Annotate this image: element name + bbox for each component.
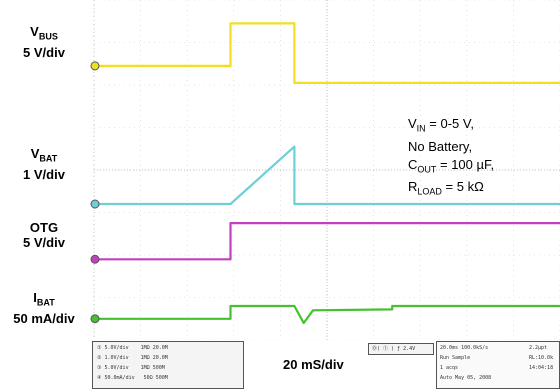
condition-rload: RLOAD = 5 kΩ	[408, 179, 484, 197]
vbus-name: VBUS	[30, 24, 58, 42]
condition-battery: No Battery,	[408, 138, 473, 154]
channel-markers	[90, 61, 100, 324]
marker-vbat	[90, 199, 100, 209]
trace-ibat	[94, 304, 560, 325]
vbus-label: VBUS 5 V/div	[0, 24, 88, 60]
traces	[94, 22, 560, 325]
condition-vin: VIN = 0-5 V,	[408, 116, 474, 134]
vbat-scale: 1 V/div	[23, 166, 65, 182]
trace-vbus	[94, 22, 560, 85]
condition-cout: COUT = 100 µF,	[408, 156, 495, 175]
acquisition-box: 20.0ms 100.0kS/s Run Sample 1 acqs Auto …	[436, 341, 560, 389]
vbus-scale: 5 V/div	[23, 44, 65, 60]
vbat-label: VBAT 1 V/div	[0, 146, 88, 182]
graticule	[93, 0, 560, 340]
status-ch3: ③ 5.0V/div 1MΩ 500M	[97, 365, 165, 371]
channel-status-box: ① 5.0V/div 1MΩ 20.0M ② 1.0V/div 1MΩ 20.0…	[92, 341, 244, 389]
status-ch4: ④ 50.0mA/div 50Ω 500M	[97, 375, 168, 381]
oscilloscope-plot	[90, 0, 560, 340]
otg-label: OTG 5 V/div	[0, 220, 88, 250]
trace-otg	[94, 222, 560, 261]
status-ch2: ② 1.0V/div 1MΩ 20.0M	[97, 355, 168, 361]
status-ch1: ① 5.0V/div 1MΩ 20.0M	[97, 345, 168, 351]
marker-vbus	[90, 61, 100, 71]
marker-ibat	[90, 314, 100, 324]
otg-name: OTG	[29, 220, 59, 235]
acquisition-info-right: 2.2μpt RL:10.0k 14:04:18	[529, 345, 554, 371]
vbat-name: VBAT	[30, 146, 58, 164]
ibat-name: IBAT	[33, 290, 55, 308]
trigger-box: Ⓓ( ① ) ƒ 2.4V	[368, 343, 434, 355]
marker-otg	[90, 254, 100, 264]
otg-scale: 5 V/div	[23, 235, 65, 250]
trace-vbat	[94, 145, 560, 206]
ibat-scale: 50 mA/div	[13, 310, 75, 326]
acquisition-info: 20.0ms 100.0kS/s Run Sample 1 acqs Auto …	[440, 345, 492, 381]
timebase-label: 20 mS/div	[283, 357, 344, 372]
ibat-label: IBAT 50 mA/div	[0, 290, 88, 326]
test-conditions: VIN = 0-5 V, No Battery, COUT = 100 µF, …	[408, 115, 494, 201]
trigger-level: Ⓓ( ① ) ƒ 2.4V	[372, 346, 416, 352]
